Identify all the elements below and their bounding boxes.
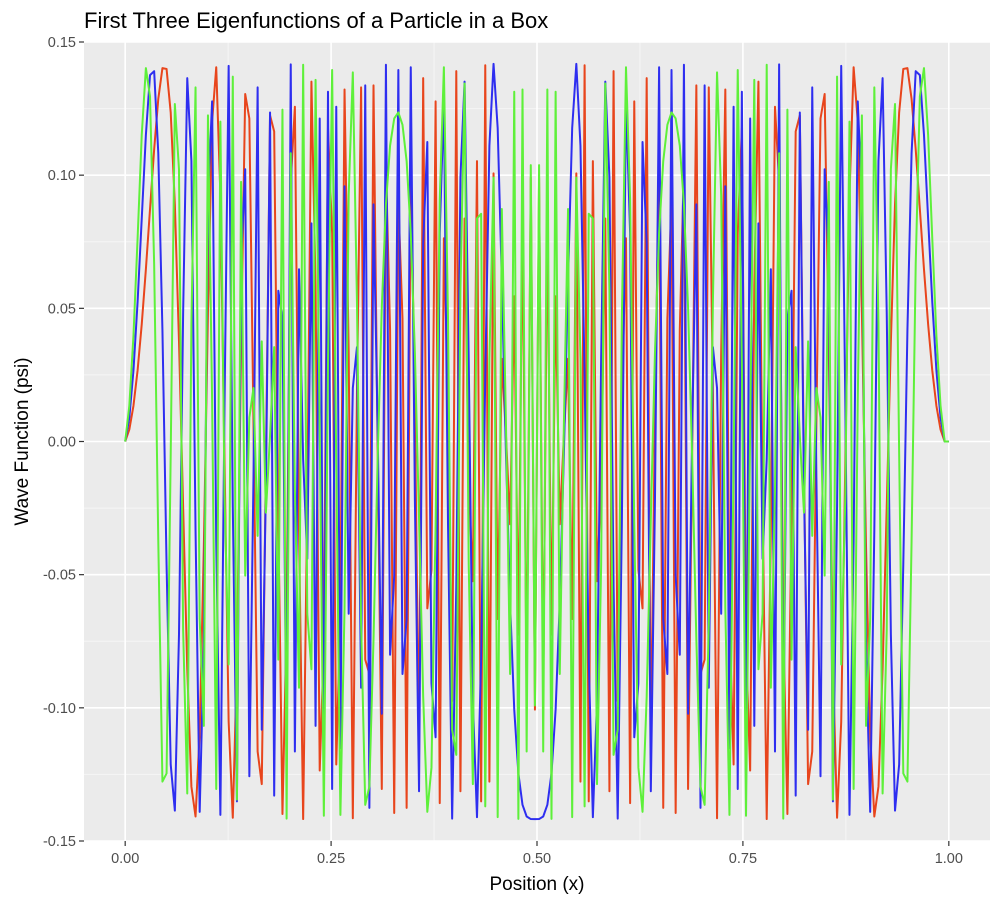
x-tick-label: 0.50	[523, 851, 551, 867]
y-tick-label: 0.15	[48, 35, 76, 51]
series-line-3	[124, 63, 949, 820]
x-tick-label: 0.75	[729, 851, 757, 867]
y-axis: -0.15 -0.10 -0.05 0.00 0.05 0.10 0.15	[43, 35, 84, 850]
y-axis-title: Wave Function (psi)	[12, 357, 33, 525]
x-axis: 0.00 0.25 0.50 0.75 1.00	[111, 841, 963, 867]
chart-title: First Three Eigenfunctions of a Particle…	[84, 8, 548, 33]
x-tick-label: 0.25	[317, 851, 345, 867]
x-tick-label: 1.00	[935, 851, 963, 867]
y-tick-label: -0.05	[43, 568, 76, 584]
series-line-2	[124, 62, 949, 821]
y-tick-label: 0.00	[48, 435, 76, 451]
y-tick-label: 0.10	[48, 168, 76, 184]
y-tick-label: -0.15	[43, 834, 76, 850]
y-tick-label: -0.10	[43, 701, 76, 717]
x-axis-title: Position (x)	[489, 874, 584, 895]
x-tick-label: 0.00	[111, 851, 139, 867]
series-layer	[124, 62, 949, 821]
y-tick-label: 0.05	[48, 301, 76, 317]
